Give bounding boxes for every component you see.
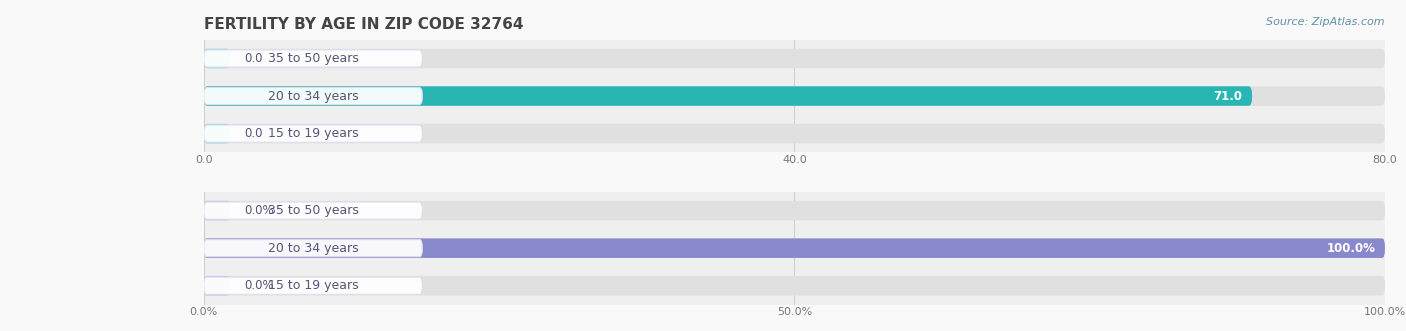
FancyBboxPatch shape: [204, 276, 1385, 296]
Text: 100.0%: 100.0%: [1327, 242, 1375, 255]
Text: 15 to 19 years: 15 to 19 years: [267, 279, 359, 292]
FancyBboxPatch shape: [204, 265, 1385, 306]
FancyBboxPatch shape: [204, 87, 422, 105]
Text: 71.0: 71.0: [1213, 90, 1243, 103]
FancyBboxPatch shape: [204, 190, 1385, 231]
Text: 0.0: 0.0: [245, 52, 263, 65]
FancyBboxPatch shape: [204, 75, 1385, 117]
Text: Source: ZipAtlas.com: Source: ZipAtlas.com: [1267, 17, 1385, 26]
FancyBboxPatch shape: [204, 86, 1253, 106]
FancyBboxPatch shape: [204, 49, 229, 68]
FancyBboxPatch shape: [204, 50, 422, 67]
Text: 15 to 19 years: 15 to 19 years: [267, 127, 359, 140]
FancyBboxPatch shape: [204, 277, 422, 294]
FancyBboxPatch shape: [204, 124, 1385, 143]
FancyBboxPatch shape: [204, 38, 1385, 79]
FancyBboxPatch shape: [204, 201, 229, 220]
FancyBboxPatch shape: [204, 238, 1385, 258]
Text: 20 to 34 years: 20 to 34 years: [267, 242, 359, 255]
Text: 20 to 34 years: 20 to 34 years: [267, 90, 359, 103]
FancyBboxPatch shape: [204, 276, 229, 296]
FancyBboxPatch shape: [204, 240, 422, 257]
FancyBboxPatch shape: [204, 125, 422, 142]
Text: 35 to 50 years: 35 to 50 years: [267, 52, 359, 65]
FancyBboxPatch shape: [204, 202, 422, 219]
FancyBboxPatch shape: [204, 228, 1385, 269]
FancyBboxPatch shape: [204, 124, 229, 143]
FancyBboxPatch shape: [204, 238, 1385, 258]
Text: FERTILITY BY AGE IN ZIP CODE 32764: FERTILITY BY AGE IN ZIP CODE 32764: [204, 17, 523, 31]
FancyBboxPatch shape: [204, 201, 1385, 220]
Text: 0.0: 0.0: [245, 127, 263, 140]
Text: 0.0%: 0.0%: [245, 279, 274, 292]
Text: 35 to 50 years: 35 to 50 years: [267, 204, 359, 217]
Text: 0.0%: 0.0%: [245, 204, 274, 217]
FancyBboxPatch shape: [204, 49, 1385, 68]
FancyBboxPatch shape: [204, 86, 1385, 106]
FancyBboxPatch shape: [204, 113, 1385, 154]
